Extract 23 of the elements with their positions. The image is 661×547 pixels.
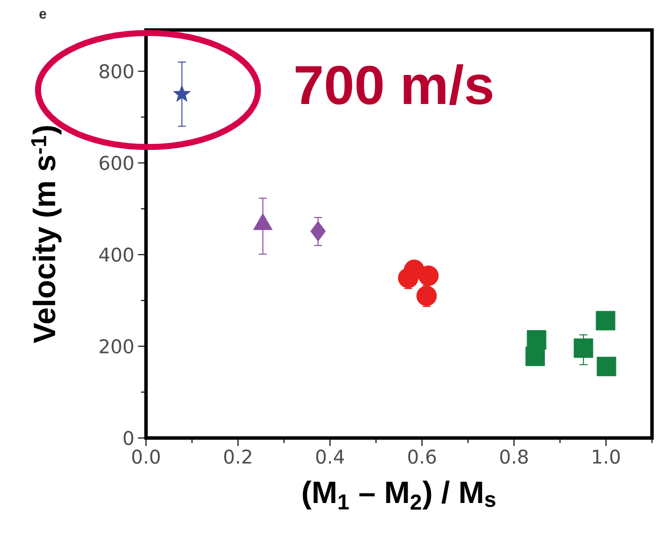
x-tick-label: 0.0 [132,450,160,464]
y-tick-label: 200 [100,339,134,354]
x-tick-label: 0.4 [316,450,344,464]
point [596,310,616,330]
y-tick-label: 800 [100,64,134,78]
y-tick-label: 400 [99,247,134,262]
x-tick-label: 0.8 [500,450,528,464]
point [596,356,616,376]
point [416,286,437,306]
point [310,221,326,242]
y-axis-title: Velocity (m s$^{-1}$) [31,126,62,344]
y-tick-label: 600 [100,156,134,170]
text: e [39,11,46,19]
x-tick-label: 0.2 [224,450,252,464]
x-axis-title: (M$_{1}$ – M$_{2}$) / M$_{s}$ [302,480,496,510]
x-tick-label: 0.6 [408,450,436,464]
point [574,338,594,358]
point [418,266,439,286]
annotation: 700 m/s [296,64,492,106]
point [525,346,545,366]
y-tick-label: 0 [124,430,134,446]
point [173,84,191,102]
x-tick-label: 1.0 [593,450,620,464]
